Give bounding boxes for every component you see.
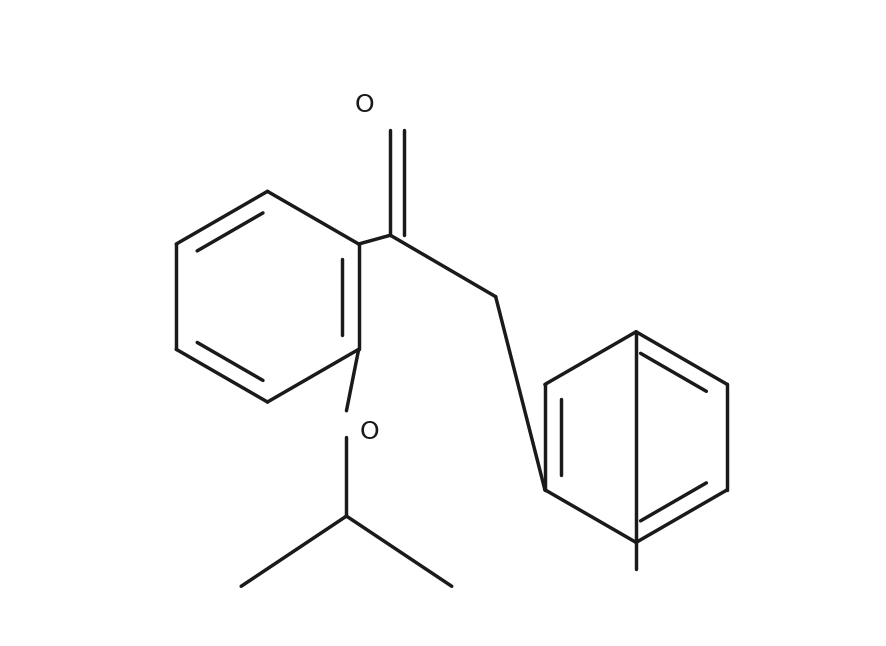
Text: O: O xyxy=(360,419,379,444)
Text: O: O xyxy=(354,93,374,117)
